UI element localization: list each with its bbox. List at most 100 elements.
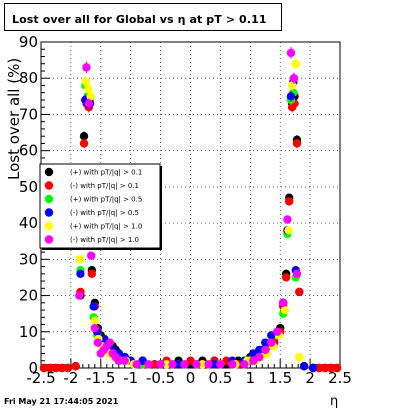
timestamp-footer: Fri May 21 17:44:05 2021 [4,397,119,406]
data-point [90,316,100,326]
data-point [162,360,171,369]
data-point [63,363,73,373]
chart-title: Lost over all for Global vs η at pT > 0.… [12,13,267,26]
data-point [278,298,288,307]
series-group [75,46,302,369]
x-tick-label: 2.5 [328,369,352,387]
data-point [287,81,297,90]
data-point [79,131,89,141]
x-tick-label: 0.5 [208,369,232,387]
data-points [39,46,342,373]
data-point [273,327,282,336]
y-tick-label: 90 [19,33,38,51]
data-point [192,360,201,369]
data-point [292,269,302,279]
data-point [79,139,89,148]
data-point [156,360,165,369]
data-point [308,363,318,373]
legend-label: (+) with pT/|q| > 0.5 [70,196,142,204]
data-point [291,59,300,68]
x-tick-label: -0.5 [146,369,175,387]
data-point [84,99,94,108]
data-point [255,352,264,362]
data-point [320,363,330,373]
legend-label: (+) with pT/|q| > 1.0 [70,223,142,231]
data-point [89,302,98,311]
x-tick-label: -2 [63,369,78,387]
data-point [292,139,302,148]
legend-marker [44,208,54,217]
data-point [120,356,129,365]
legend-marker [44,167,54,177]
legend-marker [44,194,54,204]
data-point [150,360,159,369]
x-tick-label: -2.5 [26,369,55,387]
data-point [216,360,225,369]
data-point [198,360,207,369]
y-tick-label: 60 [19,142,38,160]
data-point [144,360,153,369]
data-point [90,323,100,333]
data-point [326,363,336,373]
data-point [281,273,291,282]
x-tick-label: 2 [305,369,315,387]
x-tick-label: -1.5 [86,369,115,387]
y-tick-label: 80 [19,69,38,87]
data-point [332,363,342,373]
data-point [84,84,93,94]
data-point [286,48,296,58]
data-point [280,305,290,315]
y-tick-label: 50 [19,178,38,196]
x-tick-label: 1.5 [268,369,292,387]
data-point [295,287,304,297]
data-point [174,360,183,369]
data-point [267,338,276,347]
data-point [81,77,91,87]
y-axis-label: Lost over all (%) [5,57,23,180]
data-point [71,361,80,371]
data-point [240,360,249,369]
legend-marker [44,235,54,244]
data-point [286,92,296,101]
data-point [255,345,264,355]
data-point [314,363,324,373]
data-point [105,338,114,347]
data-point [168,360,177,369]
data-point [45,363,55,373]
data-point [87,251,96,260]
data-point [39,363,49,373]
legend-box [39,163,161,249]
data-point [76,269,85,279]
data-point [87,269,97,279]
y-tick-label: 0 [28,359,38,377]
data-point [86,92,95,101]
data-point [51,363,61,373]
legend-label: (+) with pT/|q| > 0.1 [70,169,142,177]
data-point [132,360,141,369]
data-point [295,352,304,362]
legend-marker [44,181,54,190]
y-tick-label: 30 [19,250,38,268]
y-tick-label: 20 [19,287,38,305]
data-point [75,291,84,300]
data-point [261,338,270,347]
legend-marker [44,221,54,231]
data-point [93,338,103,347]
chart-title-box: Lost over all for Global vs η at pT > 0.… [4,3,282,31]
data-point [283,215,292,224]
data-point [210,360,219,369]
data-point [57,363,67,373]
data-point [75,255,85,264]
x-axis-label: η [330,394,339,409]
x-tick-label: 0 [186,369,196,387]
y-tick-label: 10 [19,323,38,341]
data-point [204,360,213,369]
data-point [180,360,189,369]
legend: (+) with pT/|q| > 0.1 (-) with pT/|q| > 0… [39,163,162,250]
y-tick-label: 70 [19,105,38,123]
data-point [228,360,237,369]
x-tick-label: -1 [123,369,138,387]
data-point [261,345,270,355]
legend-label: (-) with pT/|q| > 0.5 [70,209,139,217]
